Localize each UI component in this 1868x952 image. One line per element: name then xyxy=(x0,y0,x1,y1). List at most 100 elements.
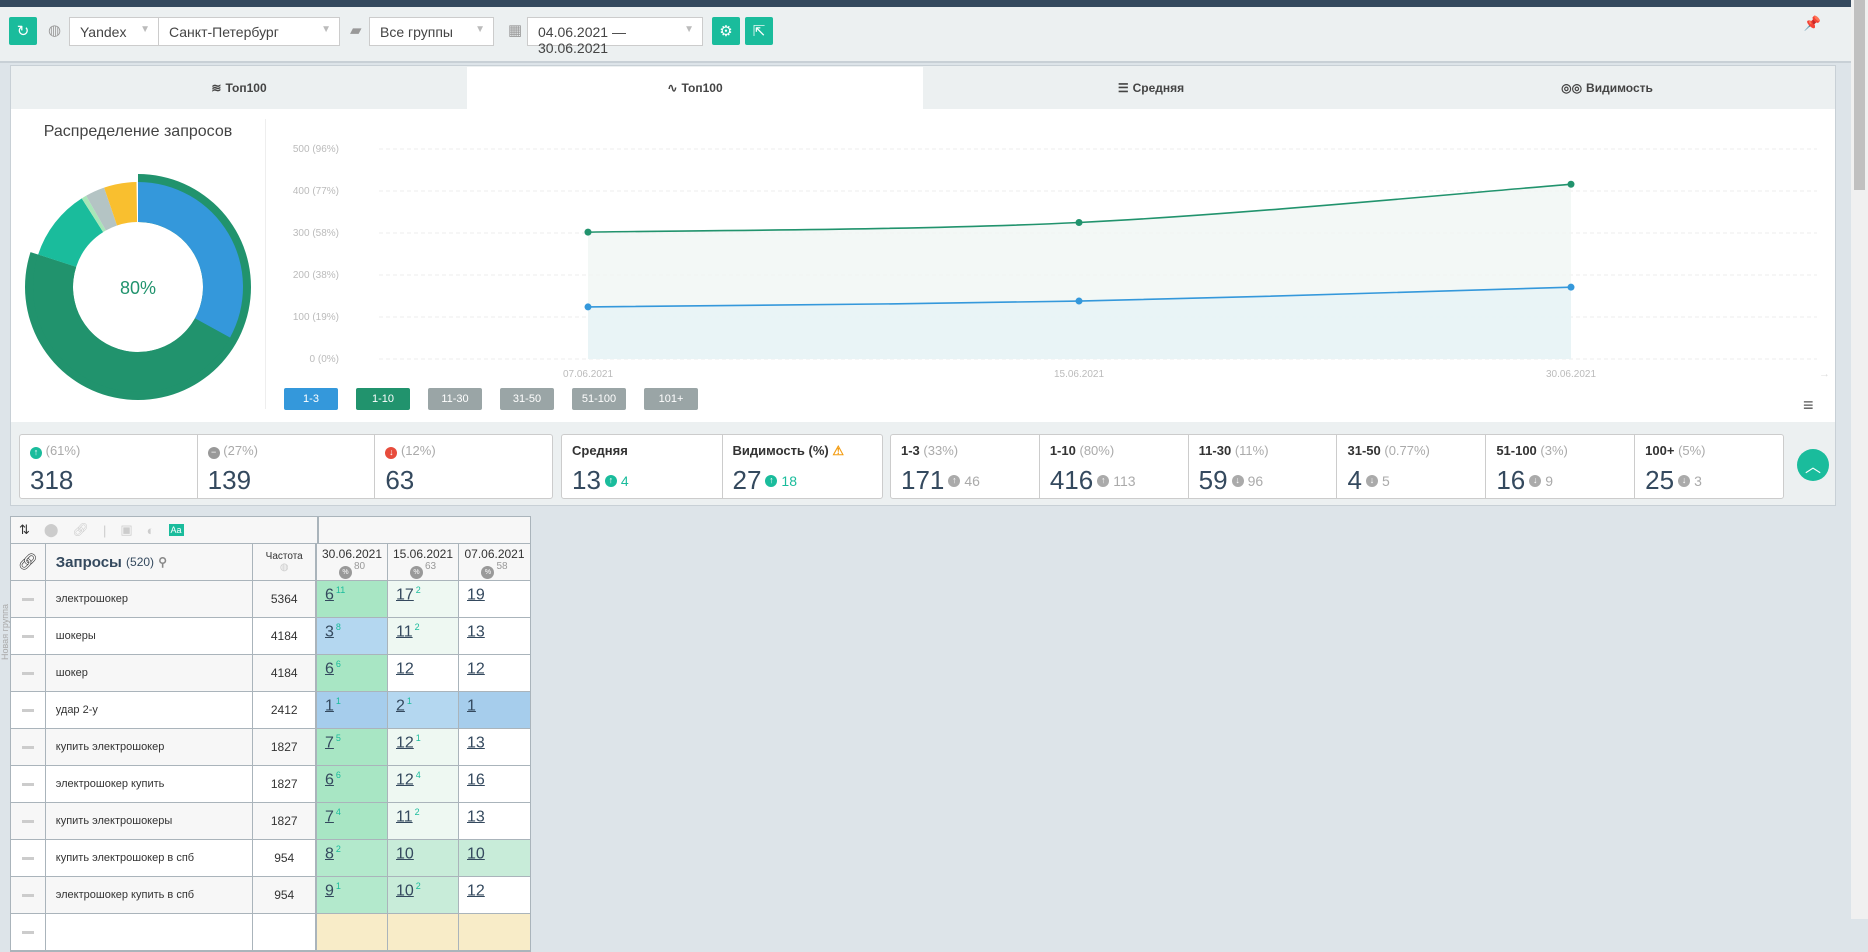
position-cell[interactable]: 12 xyxy=(388,655,459,691)
position-cell[interactable]: 12 xyxy=(459,877,530,913)
range-stat-51-100[interactable]: 51-100 (3%) 16 ↓ 9 xyxy=(1486,435,1636,498)
range-stat-100+[interactable]: 100+ (5%) 25 ↓ 3 xyxy=(1635,435,1783,498)
legend-button-1-10[interactable]: 1-10 xyxy=(356,388,410,410)
chart-scroll-arrow-icon[interactable]: → xyxy=(1819,368,1830,380)
group-select[interactable]: Все группы ▼ xyxy=(369,17,494,46)
range-stat-1-3[interactable]: 1-3 (33%) 171 ↑ 46 xyxy=(891,435,1040,498)
range-stat-11-30[interactable]: 11-30 (11%) 59 ↓ 96 xyxy=(1189,435,1338,498)
position-cell[interactable]: 17 2 xyxy=(388,581,459,617)
font-size-icon[interactable]: Aa xyxy=(168,524,184,536)
tab-visibility[interactable]: ◎◎ Видимость xyxy=(1379,67,1835,109)
link-icon[interactable]: 🔗︎ xyxy=(72,522,89,537)
link-column-icon[interactable]: 🔗︎ xyxy=(11,544,46,580)
data-point-1-3[interactable] xyxy=(1075,297,1083,305)
dynamics-stat[interactable]: ↓ (12%) 63 xyxy=(375,435,552,498)
legend-button-11-30[interactable]: 11-30 xyxy=(428,388,482,410)
position-cell[interactable]: 19 xyxy=(459,581,530,617)
position-link[interactable]: 17 xyxy=(396,586,414,604)
sort-icon[interactable]: ⇅ xyxy=(19,522,30,537)
position-cell[interactable]: 16 xyxy=(459,766,530,802)
average-stat[interactable]: Средняя 13 ↑ 4 xyxy=(562,435,723,498)
toggle-icon[interactable]: ⬤ xyxy=(43,522,59,537)
position-link[interactable]: 19 xyxy=(467,586,485,604)
row-handle[interactable] xyxy=(11,803,46,839)
position-link[interactable]: 6 xyxy=(325,771,334,789)
position-link[interactable]: 10 xyxy=(396,845,414,863)
position-link[interactable]: 3 xyxy=(325,623,334,641)
page-scrollbar[interactable] xyxy=(1851,0,1868,919)
position-link[interactable]: 8 xyxy=(325,845,334,863)
position-link[interactable]: 12 xyxy=(467,882,485,900)
row-handle[interactable] xyxy=(11,618,46,654)
position-cell[interactable]: 6 11 xyxy=(317,581,388,617)
position-cell[interactable]: 13 xyxy=(459,803,530,839)
contrast-icon[interactable]: ◐ xyxy=(146,522,155,538)
position-cell[interactable]: 10 xyxy=(459,840,530,876)
scrollbar-thumb[interactable] xyxy=(1854,0,1865,190)
position-cell[interactable]: 13 xyxy=(459,618,530,654)
engine-select[interactable]: Yandex ▼ xyxy=(69,17,159,46)
position-cell[interactable]: 10 2 xyxy=(388,877,459,913)
legend-button-51-100[interactable]: 51-100 xyxy=(572,388,626,410)
position-link[interactable]: 16 xyxy=(467,771,485,789)
position-link[interactable]: 13 xyxy=(467,808,485,826)
position-cell[interactable]: 11 2 xyxy=(388,803,459,839)
dynamics-stat[interactable]: − (27%) 139 xyxy=(198,435,376,498)
tab-top100-dynamics[interactable]: ∿ Топ100 xyxy=(467,67,923,109)
data-point-1-3[interactable] xyxy=(1567,283,1575,291)
data-point-1-10[interactable] xyxy=(584,228,592,236)
pin-icon[interactable]: 📌 xyxy=(1803,15,1821,31)
tab-average[interactable]: ☰ Средняя xyxy=(923,67,1379,109)
dynamics-stat[interactable]: ↑ (61%) 318 xyxy=(20,435,198,498)
position-cell[interactable]: 12 xyxy=(459,655,530,691)
position-link[interactable]: 10 xyxy=(396,882,414,900)
data-point-1-10[interactable] xyxy=(1567,180,1575,188)
position-link[interactable]: 6 xyxy=(325,660,334,678)
position-link[interactable]: 12 xyxy=(396,734,414,752)
region-select[interactable]: Санкт-Петербург ▼ xyxy=(158,17,340,46)
row-handle[interactable] xyxy=(11,581,46,617)
position-cell[interactable] xyxy=(388,914,459,950)
position-cell[interactable]: 12 1 xyxy=(388,729,459,765)
position-link[interactable]: 1 xyxy=(325,697,334,715)
position-link[interactable]: 10 xyxy=(467,845,485,863)
calculator-icon[interactable]: ▣ xyxy=(120,522,133,537)
position-link[interactable]: 2 xyxy=(396,697,405,715)
donut-segment-11-30[interactable] xyxy=(38,198,104,267)
position-cell[interactable] xyxy=(317,914,388,950)
donut-segment-1-3[interactable] xyxy=(138,182,244,338)
position-cell[interactable] xyxy=(459,914,530,950)
tab-top100-distribution[interactable]: ≋ Топ100 xyxy=(11,67,467,109)
position-link[interactable]: 12 xyxy=(396,660,414,678)
date-column-header[interactable]: 15.06.2021 %63 xyxy=(388,544,459,580)
export-button[interactable]: ⇱ xyxy=(745,17,773,45)
range-stat-1-10[interactable]: 1-10 (80%) 416 ↑ 113 xyxy=(1040,435,1189,498)
position-link[interactable]: 13 xyxy=(467,623,485,641)
position-link[interactable]: 12 xyxy=(396,771,414,789)
data-point-1-10[interactable] xyxy=(1075,219,1083,226)
position-link[interactable]: 7 xyxy=(325,734,334,752)
position-link[interactable]: 1 xyxy=(467,697,476,715)
position-link[interactable]: 9 xyxy=(325,882,334,900)
legend-button-1-3[interactable]: 1-3 xyxy=(284,388,338,410)
position-link[interactable]: 11 xyxy=(396,808,413,826)
position-link[interactable]: 7 xyxy=(325,808,334,826)
chart-menu-icon[interactable]: ≡ xyxy=(1803,395,1814,415)
row-handle[interactable] xyxy=(11,692,46,728)
position-cell[interactable]: 11 2 xyxy=(388,618,459,654)
row-handle[interactable] xyxy=(11,729,46,765)
frequency-header[interactable]: Частота ◍ xyxy=(253,544,317,580)
date-range-select[interactable]: 04.06.2021 — 30.06.2021 ▼ xyxy=(527,17,703,56)
settings-button[interactable]: ⚙ xyxy=(712,17,740,45)
position-cell[interactable]: 1 xyxy=(459,692,530,728)
average-stat[interactable]: Видимость (%) ⚠ 27 ↑ 18 xyxy=(723,435,883,498)
collapse-button[interactable]: ︿ xyxy=(1797,449,1829,481)
row-handle[interactable] xyxy=(11,877,46,913)
